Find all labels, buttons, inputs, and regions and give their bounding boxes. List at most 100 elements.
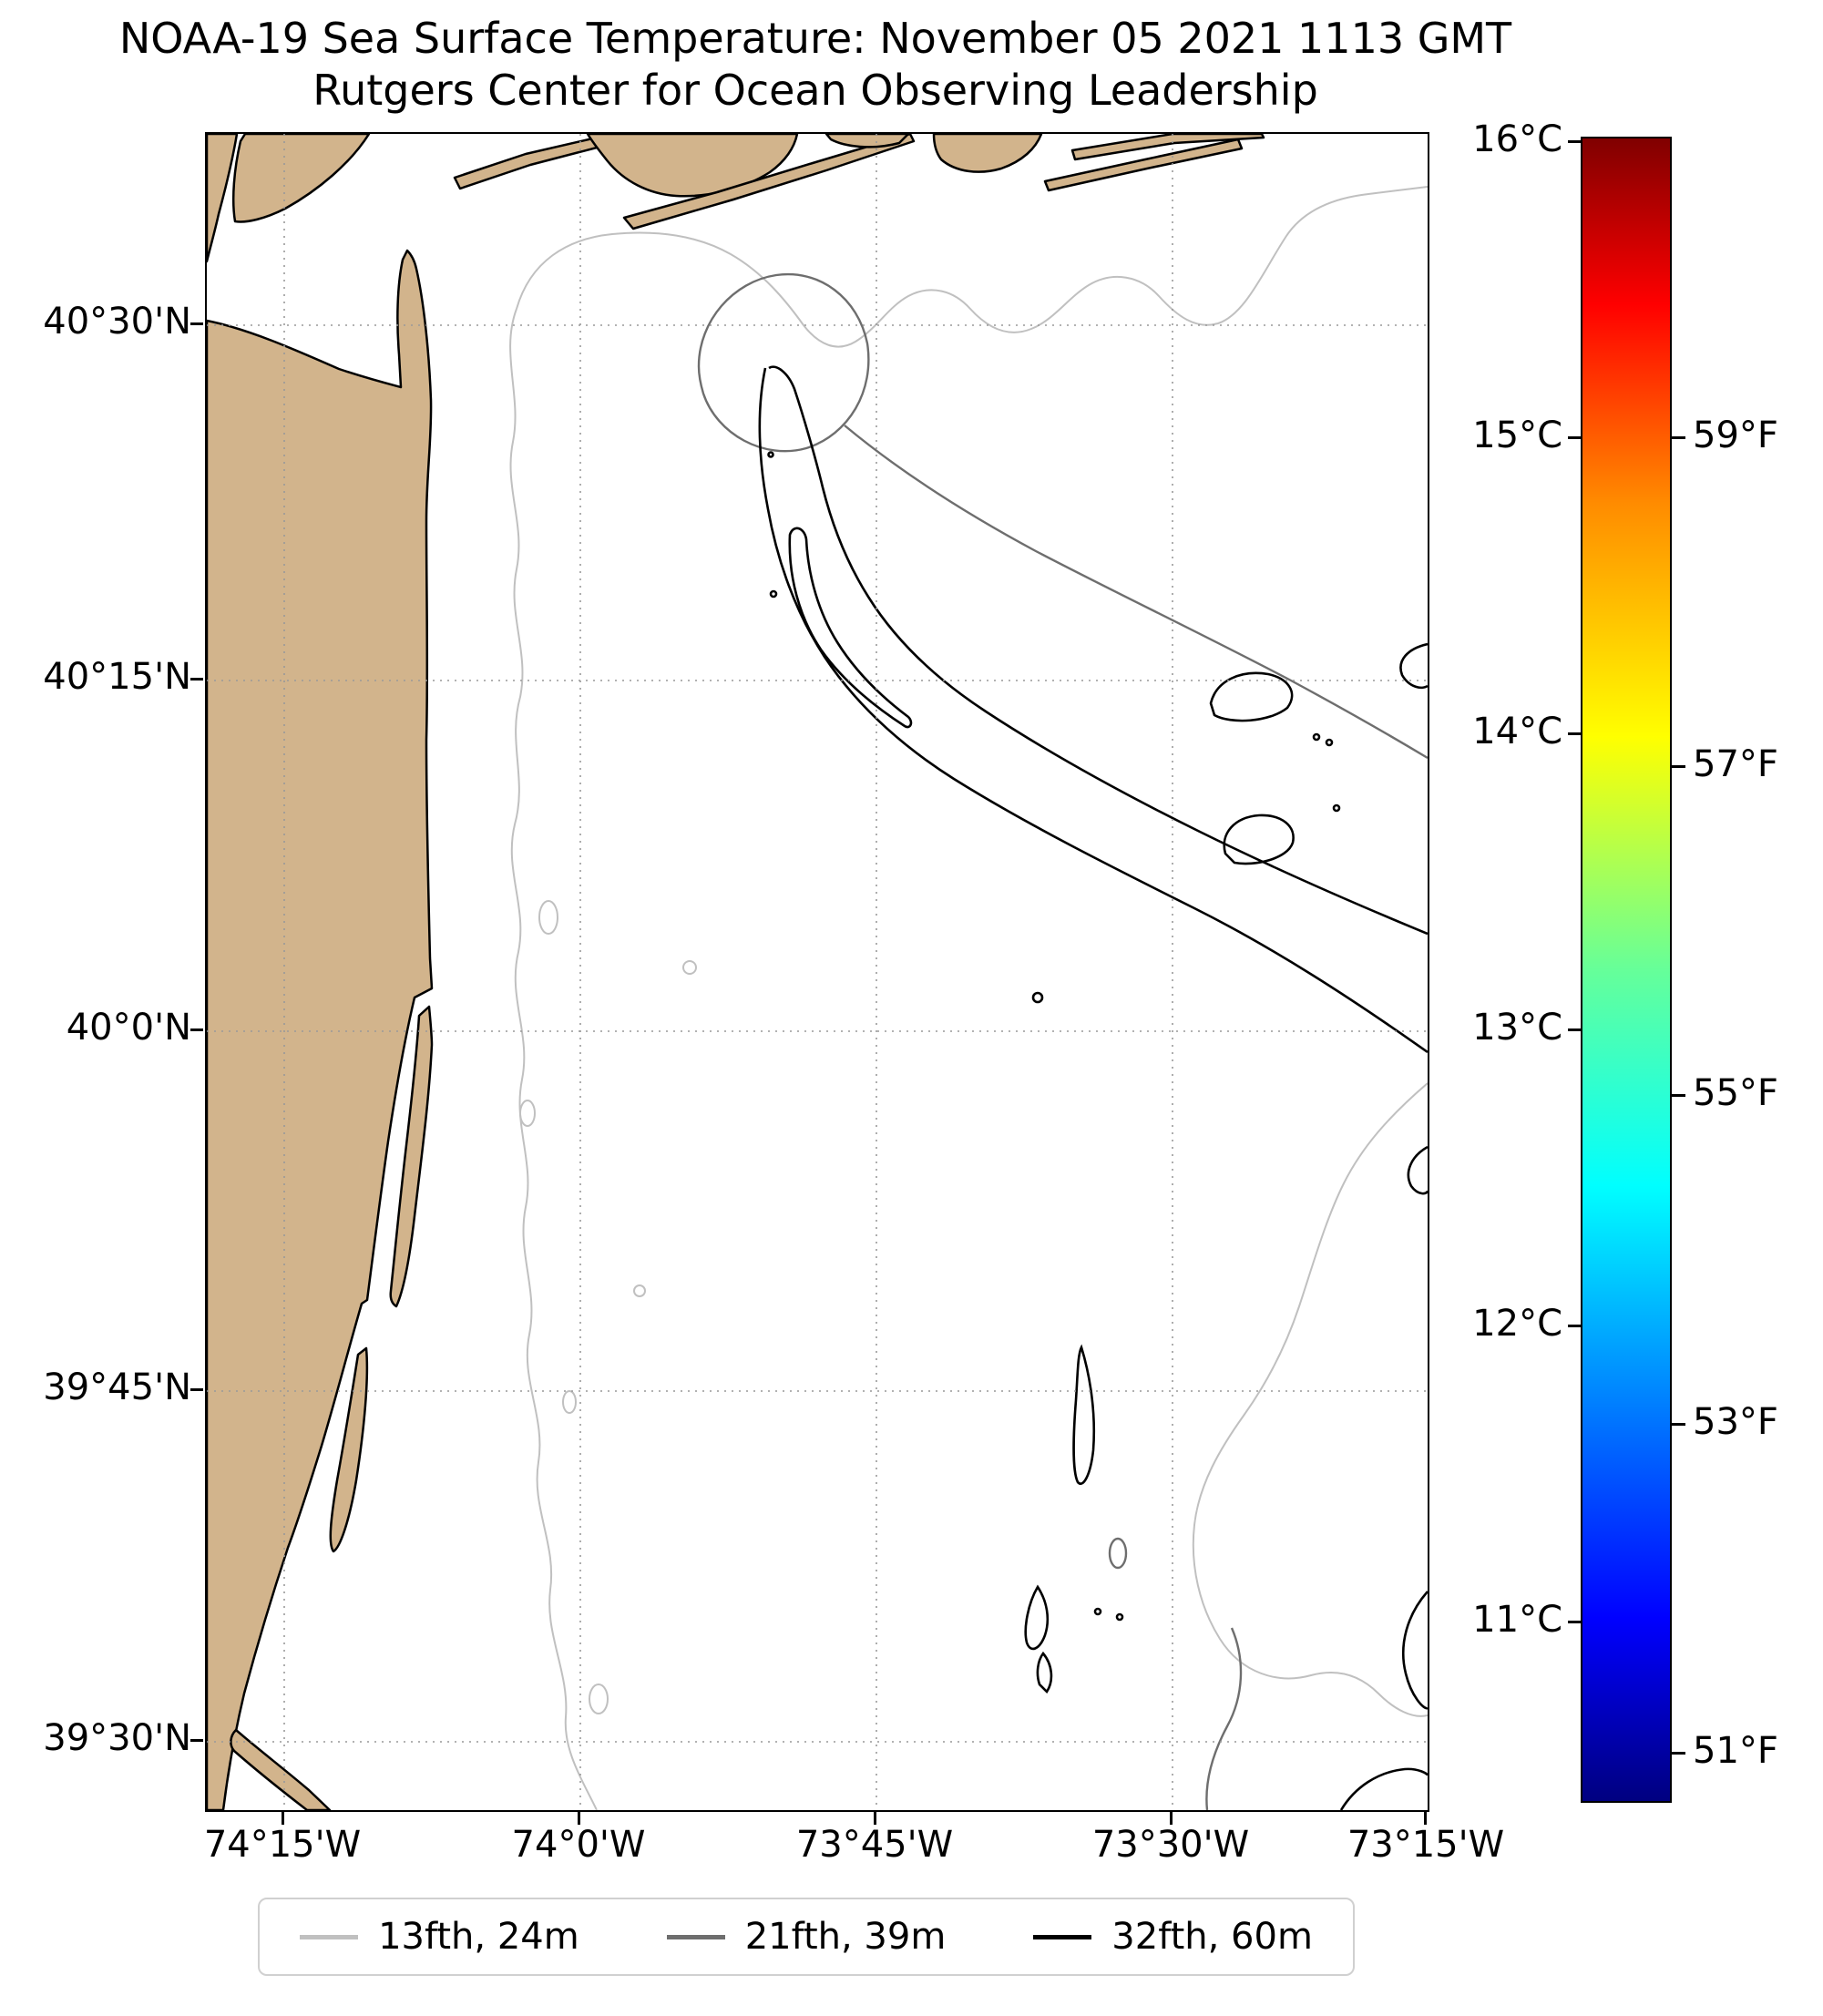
colorbar-gradient — [1582, 138, 1670, 1801]
map-canvas — [207, 134, 1428, 1810]
contour-32fth-bottom-right-1 — [1402, 1591, 1428, 1710]
contour-32fth-dot — [1332, 803, 1341, 813]
contours-13fth — [509, 186, 1428, 1810]
colorbar-tick-f — [1672, 436, 1685, 439]
lat-tick-label: 40°15'N — [43, 656, 191, 698]
contour-32fth-edge-mid — [1407, 1145, 1428, 1195]
colorbar-tick-f — [1672, 1423, 1685, 1426]
land-new-jersey — [207, 249, 434, 1810]
contour-21fth-blob — [1108, 1537, 1128, 1570]
colorbar-tick-c — [1568, 1028, 1581, 1031]
legend-line-21fth — [666, 1934, 725, 1939]
colorbar-label-celsius: 12°C — [1472, 1303, 1562, 1345]
colorbar-label-celsius: 13°C — [1472, 1007, 1562, 1049]
contour-32fth-valley-southwest — [758, 367, 1428, 1054]
land-li-strip-c — [1070, 134, 1265, 161]
legend-label: 13fth, 24m — [378, 1916, 579, 1958]
contour-13fth-blob — [562, 1390, 577, 1414]
colorbar-label-fahrenheit: 57°F — [1693, 743, 1778, 785]
lon-tick-mark — [282, 1812, 284, 1825]
lon-tick-mark — [1170, 1812, 1173, 1825]
depth-legend: 13fth, 24m 21fth, 39m 32fth, 60m — [258, 1898, 1355, 1976]
colorbar-tick-c — [1568, 140, 1581, 143]
lat-tick-mark — [190, 322, 203, 325]
colorbar-tick-c — [1568, 732, 1581, 735]
contour-13fth-blob — [538, 900, 558, 935]
legend-item-32fth: 32fth, 60m — [1033, 1916, 1313, 1958]
colorbar-label-celsius: 11°C — [1472, 1599, 1562, 1641]
legend-item-13fth: 13fth, 24m — [300, 1916, 579, 1958]
lat-tick-mark — [190, 1388, 203, 1391]
lat-tick-label: 40°30'N — [43, 301, 191, 343]
land-rockaway-strip — [622, 134, 916, 230]
land-li-blob — [586, 134, 799, 198]
legend-label: 21fth, 39m — [744, 1916, 947, 1958]
contour-32fth-edge-ne — [1399, 642, 1428, 690]
lon-tick-label: 74°15'W — [203, 1824, 362, 1866]
contour-32fth-valley-northeast — [768, 365, 1428, 936]
land-barrier-island-north — [389, 1005, 434, 1308]
contour-13fth-blob — [519, 1100, 536, 1127]
colorbar-tick-c — [1568, 436, 1581, 439]
lon-tick-mark — [578, 1812, 580, 1825]
contour-32fth-dot — [1312, 732, 1321, 742]
contour-32fth-blob-ne-1 — [1209, 671, 1294, 722]
colorbar-label-celsius: 15°C — [1472, 414, 1562, 456]
colorbar-label-fahrenheit: 51°F — [1693, 1730, 1778, 1772]
map-frame — [205, 132, 1429, 1812]
contour-32fth-valley-inner — [788, 527, 913, 729]
contour-13fth-blob — [589, 1683, 609, 1714]
contour-13fth-blob — [682, 960, 697, 975]
land-masses — [207, 134, 1265, 1810]
contour-32fth-blob-bottom-2 — [1036, 1651, 1053, 1694]
contour-32fth-dot — [767, 451, 774, 458]
contour-21fth-bottom — [1205, 1627, 1243, 1810]
contours-21fth — [697, 272, 1428, 1810]
colorbar-label-celsius: 14°C — [1472, 711, 1562, 752]
lon-tick-label: 73°45'W — [795, 1824, 954, 1866]
contour-13fth-lower-right — [1192, 1082, 1428, 1717]
lat-tick-label: 40°0'N — [66, 1007, 191, 1049]
legend-line-13fth — [300, 1934, 359, 1939]
lat-tick-mark — [190, 1028, 203, 1031]
contour-32fth-bottom-right-2 — [1339, 1767, 1428, 1810]
legend-item-21fth: 21fth, 39m — [666, 1916, 947, 1958]
contour-32fth-blob-south — [1072, 1344, 1096, 1485]
lon-tick-mark — [1424, 1812, 1427, 1825]
land-nj-north-strip — [207, 134, 239, 263]
legend-line-32fth — [1033, 1934, 1092, 1939]
contour-21fth-ne-line — [844, 425, 1428, 760]
lon-tick-label: 73°30'W — [1091, 1824, 1250, 1866]
land-li-small — [824, 134, 910, 148]
lat-tick-mark — [190, 678, 203, 681]
contour-32fth-blob — [1031, 991, 1044, 1004]
land-bottom-strip — [230, 1728, 332, 1810]
colorbar-label-fahrenheit: 59°F — [1693, 414, 1778, 456]
lat-tick-label: 39°45'N — [43, 1366, 191, 1408]
land-li-blob-2 — [932, 134, 1043, 173]
contour-32fth-dot — [1325, 738, 1334, 747]
colorbar — [1581, 137, 1672, 1803]
lat-tick-mark — [190, 1739, 203, 1742]
contour-32fth-dot — [1115, 1612, 1124, 1622]
contour-13fth-north-south — [509, 308, 598, 1810]
contour-13fth-upper-meander — [516, 186, 1428, 348]
lon-tick-label: 74°0'W — [511, 1824, 646, 1866]
contour-32fth-blob-ne-2 — [1223, 814, 1295, 865]
contour-32fth-blob-bottom-1 — [1024, 1584, 1050, 1651]
colorbar-label-celsius: 16°C — [1472, 118, 1562, 160]
legend-label: 32fth, 60m — [1111, 1916, 1313, 1958]
graticule — [207, 134, 1428, 1810]
lon-tick-label: 73°15'W — [1347, 1824, 1505, 1866]
colorbar-tick-c — [1568, 1621, 1581, 1623]
contours-32fth — [758, 365, 1428, 1810]
colorbar-label-fahrenheit: 55°F — [1693, 1072, 1778, 1114]
colorbar-tick-f — [1672, 1094, 1685, 1097]
contour-13fth-blob — [633, 1284, 646, 1297]
colorbar-label-fahrenheit: 53°F — [1693, 1401, 1778, 1443]
contour-21fth-valley-head-loop — [697, 272, 870, 453]
land-li-strip-a — [453, 136, 602, 190]
land-barrier-island-south — [329, 1346, 369, 1553]
title-line-1: NOAA-19 Sea Surface Temperature: Novembe… — [118, 14, 1512, 63]
